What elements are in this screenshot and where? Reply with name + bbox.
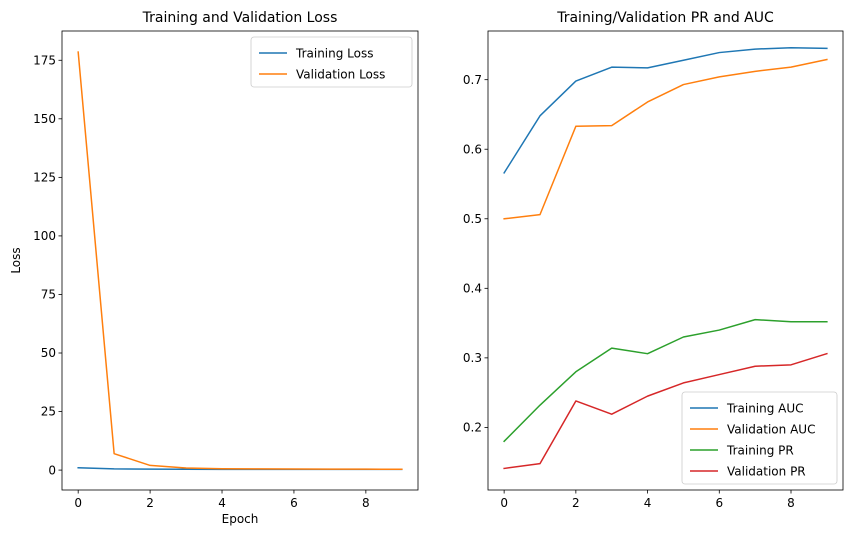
- chart-title: Training/Validation PR and AUC: [556, 10, 774, 26]
- legend-label-2: Validation Loss: [296, 67, 385, 81]
- y-tick-label: 25: [41, 405, 56, 419]
- x-tick-label: 8: [362, 496, 370, 510]
- y-tick-label: 150: [33, 112, 56, 126]
- legend-label-1: Training Loss: [295, 46, 373, 60]
- chart-title: Training and Validation Loss: [142, 10, 338, 26]
- legend-box: [250, 36, 413, 88]
- chart-panel-2: 0 2 4 6 8 0.2 0.3 0.4 0.5 0.6 0.7 Training/Validati…: [463, 10, 844, 510]
- series-line-3: [503, 318, 828, 443]
- chart-panel-1: 0 2 4 6 8 0 25 50 75 100 125 150 175 Training and Val…: [9, 10, 419, 526]
- axes-frame: [61, 30, 419, 491]
- legend: Training Loss Validation Loss: [250, 36, 413, 88]
- series-group: [503, 46, 828, 470]
- y-tick-label: 75: [41, 288, 56, 302]
- legend-label-2: Validation AUC: [727, 422, 815, 436]
- x-tick-label: 6: [715, 496, 723, 510]
- x-tick-label: 0: [74, 496, 82, 510]
- x-tick-label: 4: [218, 496, 226, 510]
- y-tick-label: 100: [33, 229, 56, 243]
- legend: Training AUC Validation AUC Training PR Val…: [681, 391, 838, 485]
- x-tick-label: 8: [787, 496, 795, 510]
- y-tick-label: 0.7: [463, 73, 482, 87]
- x-tick-label: 0: [500, 496, 508, 510]
- x-axis-label: Epoch: [222, 512, 259, 526]
- series-line-2: [503, 58, 828, 220]
- y-tick-label: 0.4: [463, 282, 482, 296]
- x-tick-label: 2: [146, 496, 154, 510]
- legend-label-1: Training AUC: [726, 401, 804, 415]
- x-tick-label: 2: [572, 496, 580, 510]
- y-tick-label: 50: [41, 346, 56, 360]
- y-tick-label: 0: [48, 463, 56, 477]
- legend-box: [681, 391, 838, 485]
- series-group: [77, 51, 403, 471]
- legend-label-4: Validation PR: [727, 464, 806, 478]
- y-tick-label: 175: [33, 53, 56, 67]
- series-line-1: [503, 46, 828, 174]
- x-tick-label: 4: [644, 496, 652, 510]
- y-tick-label: 0.5: [463, 212, 482, 226]
- y-tick-label: 0.6: [463, 142, 482, 156]
- legend-label-3: Training PR: [726, 443, 794, 457]
- y-axis-label: Loss: [9, 247, 23, 273]
- y-tick-label: 125: [33, 171, 56, 185]
- y-tick-label: 0.2: [463, 421, 482, 435]
- x-tick-label: 6: [290, 496, 298, 510]
- series-line-4: [503, 352, 828, 470]
- series-line-2: [77, 51, 403, 471]
- axes-frame: [487, 30, 844, 491]
- y-tick-label: 0.3: [463, 351, 482, 365]
